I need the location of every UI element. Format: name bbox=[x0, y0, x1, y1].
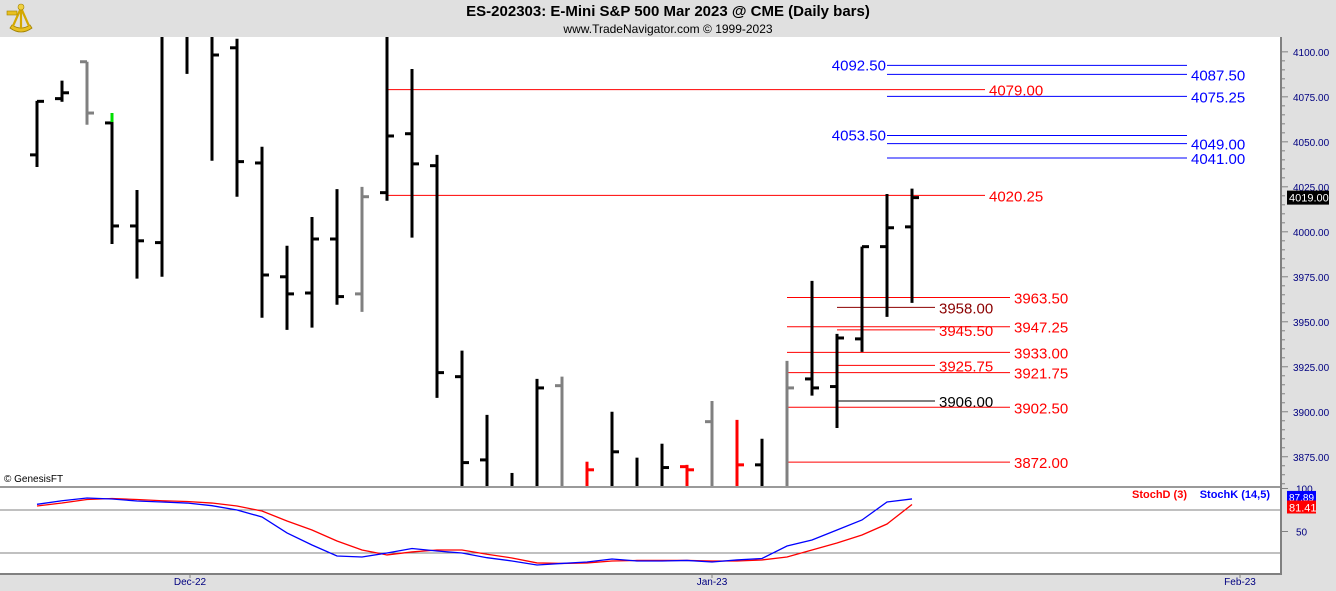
stochd-value-label: 81.41 bbox=[1289, 502, 1317, 514]
legend-stochk: StochK (14,5) bbox=[1200, 489, 1271, 501]
ohlc-bar bbox=[905, 188, 919, 303]
ohlc-bar bbox=[555, 376, 564, 486]
ohlc-bar bbox=[405, 68, 419, 238]
ohlc-bar bbox=[230, 38, 244, 197]
y-tick-label: 3975.00 bbox=[1293, 273, 1330, 284]
level-label: 3947.25 bbox=[1014, 320, 1068, 337]
ohlc-bar bbox=[155, 37, 164, 277]
level-label: 4049.00 bbox=[1191, 137, 1245, 154]
ohlc-bar bbox=[660, 443, 669, 486]
ohlc-bar bbox=[105, 113, 119, 244]
y-tick-label: 4000.00 bbox=[1293, 228, 1330, 239]
level-label: 3921.75 bbox=[1014, 366, 1068, 383]
ohlc-bar bbox=[455, 350, 469, 486]
y-tick-label: 4075.00 bbox=[1293, 93, 1330, 104]
stoch-line-red bbox=[36, 497, 913, 565]
level-label: 3945.50 bbox=[939, 323, 993, 340]
ohlc-bar bbox=[735, 419, 744, 486]
stochd-value-marker bbox=[1287, 500, 1316, 514]
y-tick-label: 3875.00 bbox=[1293, 453, 1330, 464]
ohlc-bar bbox=[680, 464, 694, 486]
sextant-logo-icon bbox=[6, 3, 33, 33]
level-label: 4041.00 bbox=[1191, 151, 1245, 168]
level-label: 4087.50 bbox=[1191, 67, 1245, 84]
stoch-y-tick-label: 100 bbox=[1296, 485, 1313, 496]
ohlc-bar bbox=[430, 154, 444, 398]
ohlc-bar bbox=[705, 400, 714, 486]
stoch-y-tick-label: 50 bbox=[1296, 527, 1308, 538]
ohlc-bar bbox=[55, 80, 69, 102]
chart-title: ES-202303: E-Mini S&P 500 Mar 2023 @ CME… bbox=[466, 3, 870, 20]
y-tick-label: 4100.00 bbox=[1293, 48, 1330, 59]
x-tick-label: Feb-23 bbox=[1224, 577, 1256, 588]
level-label: 3933.00 bbox=[1014, 345, 1068, 362]
level-label: 4020.25 bbox=[989, 188, 1043, 205]
level-label: 3958.00 bbox=[939, 300, 993, 317]
x-tick-label: Dec-22 bbox=[174, 577, 207, 588]
stochk-value-label: 87.89 bbox=[1289, 493, 1314, 504]
level-label: 3906.00 bbox=[939, 394, 993, 411]
ohlc-bar bbox=[355, 186, 369, 312]
level-label: 3872.00 bbox=[1014, 455, 1068, 472]
ohlc-bar bbox=[755, 438, 764, 486]
last-price-marker bbox=[1287, 190, 1329, 205]
ohlc-bar bbox=[130, 189, 144, 279]
ohlc-bar bbox=[830, 333, 844, 428]
ohlc-bar bbox=[585, 461, 594, 486]
copyright-text: © GenesisFT bbox=[4, 474, 64, 485]
level-label: 4075.25 bbox=[1191, 89, 1245, 106]
ohlc-bar bbox=[30, 99, 44, 168]
level-label: 3902.50 bbox=[1014, 400, 1068, 417]
ohlc-bar bbox=[380, 37, 394, 201]
ohlc-bar bbox=[535, 378, 544, 486]
ohlc-bar bbox=[255, 146, 269, 318]
stoch-line-blue bbox=[36, 497, 913, 566]
chart-subtitle: www.TradeNavigator.com © 1999-2023 bbox=[563, 22, 773, 36]
y-tick-label: 3950.00 bbox=[1293, 318, 1330, 329]
ohlc-bar bbox=[805, 280, 819, 396]
stochk-value-marker bbox=[1287, 490, 1316, 503]
ohlc-bar bbox=[785, 360, 794, 486]
ohlc-bar bbox=[610, 411, 619, 486]
level-label: 4079.00 bbox=[989, 83, 1043, 100]
stochastic-pane[interactable] bbox=[0, 488, 1281, 573]
level-label: 3925.75 bbox=[939, 358, 993, 375]
price-pane[interactable] bbox=[0, 37, 1281, 486]
y-tick-label: 3900.00 bbox=[1293, 408, 1330, 419]
ohlc-bar bbox=[210, 37, 219, 161]
level-label: 4053.50 bbox=[832, 128, 886, 145]
ohlc-bar bbox=[855, 245, 869, 352]
ohlc-bar bbox=[880, 194, 894, 317]
y-tick-label: 4025.00 bbox=[1293, 183, 1330, 194]
ohlc-bar bbox=[480, 414, 489, 486]
x-tick-label: Jan-23 bbox=[697, 577, 728, 588]
ohlc-bar bbox=[80, 60, 94, 125]
legend-stochd: StochD (3) bbox=[1132, 489, 1187, 501]
chart-header: ES-202303: E-Mini S&P 500 Mar 2023 @ CME… bbox=[0, 0, 1336, 37]
ohlc-bar bbox=[330, 189, 344, 305]
level-label: 4092.50 bbox=[832, 57, 886, 74]
y-tick-label: 3925.00 bbox=[1293, 363, 1330, 374]
ohlc-bar bbox=[305, 216, 319, 328]
level-label: 3963.50 bbox=[1014, 290, 1068, 307]
ohlc-bar bbox=[280, 245, 294, 330]
last-price-label: 4019.00 bbox=[1289, 193, 1329, 205]
y-tick-label: 4050.00 bbox=[1293, 138, 1330, 149]
